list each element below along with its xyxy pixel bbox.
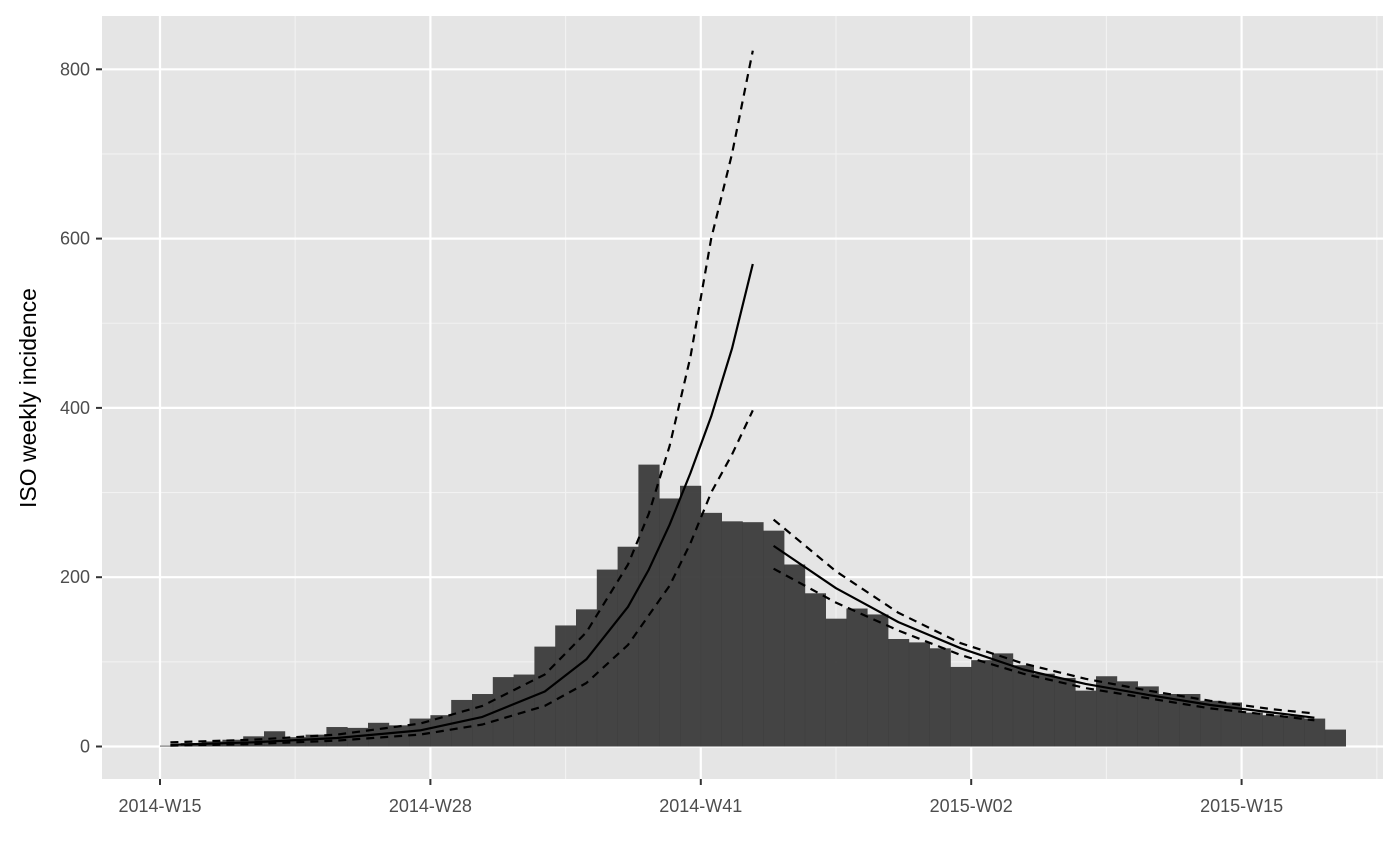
incidence-bar <box>1012 665 1034 747</box>
incidence-bar <box>638 464 660 747</box>
incidence-bar <box>929 648 951 747</box>
incidence-bar <box>1241 712 1263 747</box>
incidence-bar <box>451 699 473 747</box>
y-tick-label: 800 <box>60 59 90 79</box>
y-tick-label: 600 <box>60 229 90 249</box>
incidence-bar <box>284 737 306 747</box>
incidence-bar <box>742 522 764 747</box>
incidence-bar <box>680 485 702 747</box>
x-tick-label: 2014-W28 <box>389 796 472 816</box>
y-axis-title: ISO weekly incidence <box>15 288 41 508</box>
fit-line <box>772 544 1315 719</box>
x-axis: 2014-W15 2014-W28 2014-W41 2015-W02 2015-W15 <box>118 779 1283 816</box>
incidence-bar <box>888 638 910 747</box>
y-axis: 0 200 400 600 800 <box>60 59 102 757</box>
incidence-bar <box>1304 718 1326 747</box>
incidence-bar <box>1116 681 1138 747</box>
ci-dashed-line <box>170 409 754 747</box>
incidence-bar <box>1220 702 1242 747</box>
ci-dashed-line <box>772 518 1315 715</box>
incidence-bar <box>867 614 889 747</box>
incidence-bar <box>1179 694 1201 747</box>
incidence-bar <box>721 521 743 747</box>
incidence-bar <box>971 660 993 747</box>
incidence-bar <box>576 609 598 747</box>
incidence-bar <box>992 653 1014 747</box>
y-tick-label: 200 <box>60 567 90 587</box>
incidence-bar <box>1262 715 1284 747</box>
x-tick-label: 2015-W02 <box>930 796 1013 816</box>
incidence-bar <box>534 646 556 747</box>
incidence-bar <box>1054 677 1076 747</box>
incidence-bar <box>1033 673 1055 747</box>
incidence-bar <box>1158 694 1180 747</box>
incidence-bar <box>409 718 431 747</box>
incidence-bar <box>846 608 868 747</box>
incidence-bar <box>1075 690 1097 747</box>
x-tick-label: 2015-W15 <box>1200 796 1283 816</box>
incidence-bar <box>1137 686 1159 747</box>
incidence-bar <box>1096 676 1118 747</box>
fit-lines <box>170 50 1315 747</box>
incidence-bar <box>1324 729 1346 747</box>
incidence-bar <box>492 677 514 747</box>
incidence-bar <box>804 593 826 747</box>
ci-dashed-line <box>773 567 1315 722</box>
incidence-bar <box>555 625 577 747</box>
incidence-bar <box>950 666 972 747</box>
incidence-bar <box>1200 700 1222 747</box>
incidence-bar <box>1283 716 1305 747</box>
incidence-bar <box>659 498 681 747</box>
ci-dashed-line <box>170 50 754 744</box>
incidence-bar <box>596 569 618 747</box>
incidence-bar <box>513 674 535 747</box>
incidence-bar <box>825 618 847 747</box>
incidence-bar <box>908 642 930 747</box>
incidence-bar <box>763 530 785 747</box>
incidence-bar <box>784 564 806 747</box>
x-tick-label: 2014-W15 <box>118 796 201 816</box>
y-tick-label: 0 <box>80 737 90 757</box>
x-tick-label: 2014-W41 <box>659 796 742 816</box>
fit-line <box>170 263 754 746</box>
y-tick-label: 400 <box>60 398 90 418</box>
incidence-bar <box>700 512 722 747</box>
